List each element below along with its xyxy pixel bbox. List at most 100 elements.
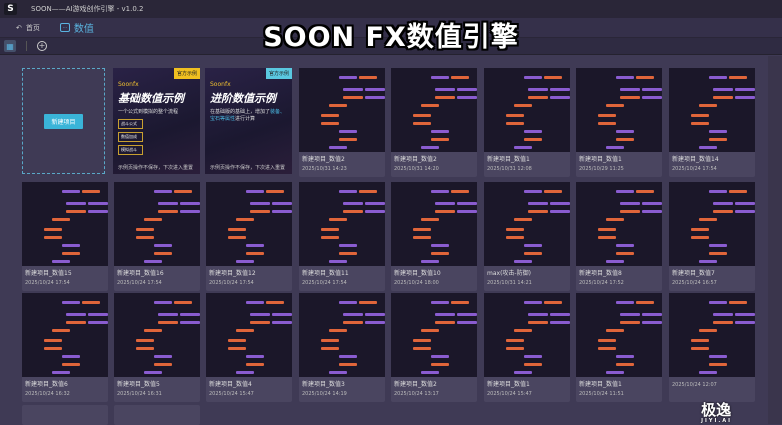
node-bar	[329, 146, 347, 149]
tab-home[interactable]: ↶ 首页	[16, 23, 40, 33]
node-bar	[506, 236, 524, 239]
project-card[interactable]: max(攻击-防御) 2025/10/31 14:21	[484, 182, 570, 291]
node-bar	[413, 122, 431, 125]
node-bar	[359, 190, 377, 193]
node-bar	[524, 190, 542, 193]
scrollbar[interactable]	[768, 56, 782, 424]
project-card[interactable]: 新建项目_数值2 2025/10/31 14:23	[299, 68, 385, 177]
node-bar	[174, 190, 192, 193]
node-bar	[616, 76, 634, 79]
official-badge: 官方示例	[173, 68, 200, 79]
project-card[interactable]: 新建项目_数值8 2025/10/24 17:52	[576, 182, 662, 291]
pill: 数值加成	[118, 132, 143, 142]
node-bar	[735, 321, 755, 324]
tab-numeric-label: 数值	[73, 24, 94, 35]
project-meta: 新建项目_数值2 2025/10/31 14:20	[391, 152, 477, 177]
node-bar	[606, 260, 624, 263]
project-date: 2025/10/24 14:19	[302, 391, 347, 397]
project-date: 2025/10/24 15:47	[487, 391, 532, 397]
project-card[interactable]: 新建项目_数值1 2025/10/24 11:51	[576, 293, 662, 402]
project-card[interactable]: 新建项目_数值1 2025/10/24 15:47	[484, 293, 570, 402]
node-bar	[136, 236, 154, 239]
node-bar	[709, 363, 727, 366]
node-bar	[598, 122, 616, 125]
project-meta: 新建项目_数值8 2025/10/24 17:52	[576, 266, 662, 291]
node-bar	[343, 210, 363, 213]
project-name: 新建项目_数值4	[209, 381, 252, 388]
example-foot: 示例页操作不保存，下次进入重置	[210, 165, 286, 171]
node-bar	[457, 313, 477, 316]
example-card-advanced[interactable]: 官方示例 Soonfx 进阶数值示例 在基础版的基础上，增加了装备、宝石等属性进…	[205, 68, 292, 174]
node-bar	[246, 355, 264, 358]
project-card[interactable]: 新建项目_数值1 2025/10/31 12:08	[484, 68, 570, 177]
grid-view-icon[interactable]: ▦	[4, 40, 16, 52]
project-meta: max(攻击-防御) 2025/10/31 14:21	[484, 266, 570, 291]
node-bar	[528, 202, 548, 205]
node-bar	[154, 252, 172, 255]
node-bar	[136, 347, 154, 350]
node-bar	[272, 313, 292, 316]
node-bar	[620, 202, 640, 205]
project-card[interactable]: 新建项目_数值15 2025/10/24 17:54	[22, 182, 108, 291]
node-bar	[158, 321, 178, 324]
project-card[interactable]: 新建项目_数值10 2025/10/24 18:00	[391, 182, 477, 291]
add-icon[interactable]: +	[37, 41, 47, 51]
project-card[interactable]: 新建项目_数值5 2025/10/24 16:31	[114, 293, 200, 402]
project-card[interactable]: 2025/10/24 12:07	[669, 293, 755, 402]
node-bar	[180, 210, 200, 213]
project-date: 2025/10/24 17:54	[117, 280, 162, 286]
project-card[interactable]: 新建项目_数值16 2025/10/24 17:54	[114, 182, 200, 291]
node-bar	[329, 218, 347, 221]
new-project-button[interactable]: 新建项目	[44, 113, 83, 129]
node-bar	[709, 76, 727, 79]
node-bar	[343, 88, 363, 91]
tab-numeric[interactable]: ··· 数值	[59, 20, 94, 35]
node-bar	[691, 339, 709, 342]
node-bar	[550, 88, 570, 91]
node-bar	[339, 244, 357, 247]
node-bar	[329, 260, 347, 263]
node-bar	[236, 371, 254, 374]
project-card[interactable]: 新建项目_数值2 2025/10/31 14:20	[391, 68, 477, 177]
node-bar	[250, 313, 270, 316]
node-bar	[550, 202, 570, 205]
node-bar	[431, 355, 449, 358]
node-bar	[636, 190, 654, 193]
node-bar	[598, 228, 616, 231]
project-card[interactable]: 新建项目_数值14 2025/10/24 17:54	[669, 68, 755, 177]
project-card[interactable]: 新建项目_数值11 2025/10/24 17:54	[299, 182, 385, 291]
project-name: 新建项目_数值12	[209, 270, 256, 277]
project-card[interactable]: 新建项目_数值3 2025/10/24 14:19	[299, 293, 385, 402]
node-bar	[329, 329, 347, 332]
example-card-basic[interactable]: 官方示例 Soonfx 基础数值示例 一个公式到模拟的整个流程 战斗公式 数值加…	[113, 68, 200, 174]
node-bar	[598, 114, 616, 117]
node-bar	[616, 301, 634, 304]
project-card[interactable]: 新建项目_数值2 2025/10/24 13:17	[391, 293, 477, 402]
project-card[interactable]: 新建项目_数值6 2025/10/24 16:32	[22, 293, 108, 402]
project-meta: 新建项目_数值2 2025/10/31 14:23	[299, 152, 385, 177]
node-bar	[642, 210, 662, 213]
project-card[interactable]: 新建项目_数值12 2025/10/24 17:54	[206, 182, 292, 291]
project-card[interactable]	[22, 405, 108, 425]
node-bar	[339, 130, 357, 133]
numeric-icon: ···	[59, 23, 70, 32]
project-name: 新建项目_数值15	[25, 270, 72, 277]
project-card[interactable]	[114, 405, 200, 425]
project-thumbnail	[391, 68, 477, 152]
node-bar	[365, 321, 385, 324]
node-bar	[236, 260, 254, 263]
node-bar	[413, 339, 431, 342]
node-bar	[735, 210, 755, 213]
project-thumbnail	[206, 182, 292, 266]
node-bar	[431, 76, 449, 79]
node-bar	[606, 329, 624, 332]
node-bar	[528, 210, 548, 213]
node-bar	[616, 252, 634, 255]
project-card[interactable]: 新建项目_数值7 2025/10/24 16:57	[669, 182, 755, 291]
project-card[interactable]: 新建项目_数值1 2025/10/29 11:25	[576, 68, 662, 177]
new-project-slot[interactable]: 新建项目	[22, 68, 105, 174]
app-title: SOON——AI游戏创作引擎 - v1.0.2	[31, 5, 144, 13]
node-bar	[136, 228, 154, 231]
project-card[interactable]: 新建项目_数值4 2025/10/24 15:47	[206, 293, 292, 402]
node-bar	[421, 104, 439, 107]
